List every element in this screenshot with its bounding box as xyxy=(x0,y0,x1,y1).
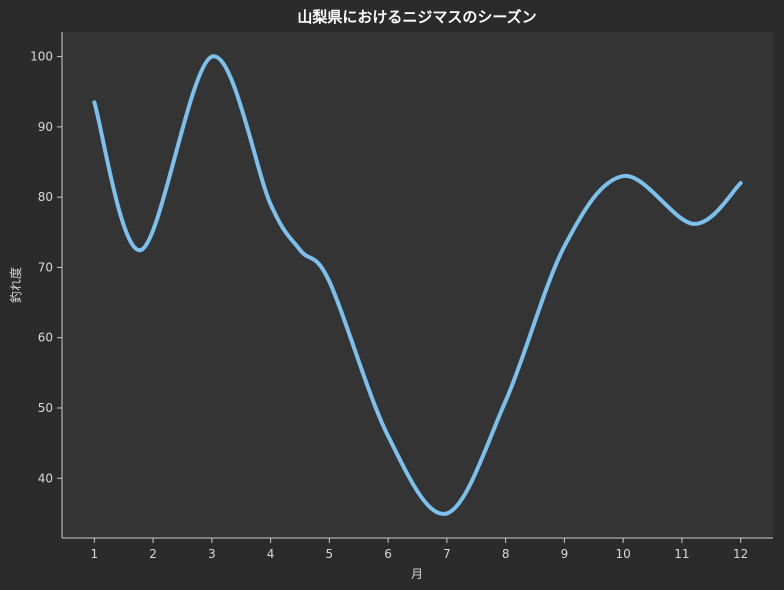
x-tick-label: 6 xyxy=(384,547,392,561)
y-tick-label: 80 xyxy=(38,190,53,204)
x-tick-label: 5 xyxy=(326,547,334,561)
series-layer xyxy=(92,54,743,516)
series-line-0 xyxy=(92,54,743,516)
y-tick-label: 100 xyxy=(30,50,53,64)
x-tick-label: 10 xyxy=(616,547,631,561)
y-tick-label: 40 xyxy=(38,471,53,485)
plot-area xyxy=(62,32,773,538)
chart-title: 山梨県におけるニジマスのシーズン xyxy=(297,8,536,26)
x-tick-label: 4 xyxy=(267,547,275,561)
x-tick-label: 11 xyxy=(674,547,689,561)
y-tick-label: 60 xyxy=(38,331,53,345)
x-axis-label: 月 xyxy=(411,567,423,581)
x-tick-label: 2 xyxy=(149,547,157,561)
x-tick-label: 1 xyxy=(90,547,98,561)
x-tick-label: 9 xyxy=(561,547,569,561)
y-tick-label: 90 xyxy=(38,120,53,134)
y-tick-label: 70 xyxy=(38,260,53,274)
y-axis-label: 釣れ度 xyxy=(8,267,23,303)
x-tick-label: 3 xyxy=(208,547,216,561)
y-tick-label: 50 xyxy=(38,401,53,415)
x-tick-label: 7 xyxy=(443,547,451,561)
x-tick-label: 8 xyxy=(502,547,510,561)
x-tick-label: 12 xyxy=(733,547,748,561)
